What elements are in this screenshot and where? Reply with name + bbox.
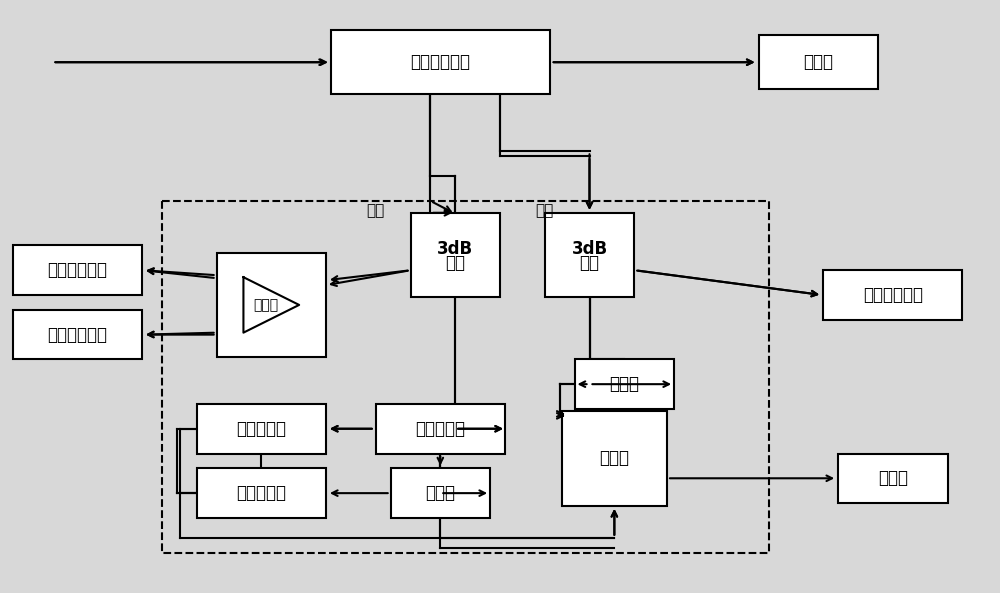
Text: 步进衰减器: 步进衰减器 [236,420,286,438]
Text: 合成器: 合成器 [599,449,629,467]
Text: 正向平均功率: 正向平均功率 [47,262,107,279]
Text: 固定衰减器: 固定衰减器 [415,420,465,438]
Bar [13,310,142,359]
Bar [197,468,326,518]
Bar [823,270,962,320]
Text: 电桥: 电桥 [445,254,465,272]
Bar [162,201,768,553]
Bar [217,253,326,357]
Bar [13,246,142,295]
Bar [575,359,674,409]
Text: 移相器: 移相器 [425,484,455,502]
Bar [331,30,550,94]
Text: 移相器: 移相器 [609,375,639,393]
Text: 反向: 反向 [536,203,554,218]
Text: 电桥: 电桥 [580,254,600,272]
Bar [838,454,948,503]
Bar [197,404,326,454]
Text: 3dB: 3dB [571,240,608,259]
Bar [562,412,667,505]
Text: 双定向耦合器: 双定向耦合器 [410,53,470,71]
Text: 频谱仪: 频谱仪 [878,469,908,487]
Text: 3dB: 3dB [437,240,473,259]
Bar [391,468,490,518]
Text: 被测件: 被测件 [803,53,833,71]
Bar [545,213,634,298]
Bar [376,404,505,454]
Bar [759,35,878,90]
Text: 功分器: 功分器 [254,298,279,312]
Text: 正向: 正向 [367,203,385,218]
Bar [411,213,500,298]
Text: 正向峰值功率: 正向峰值功率 [47,326,107,343]
Text: 精调衰减器: 精调衰减器 [236,484,286,502]
Text: 反向平均功率: 反向平均功率 [863,286,923,304]
